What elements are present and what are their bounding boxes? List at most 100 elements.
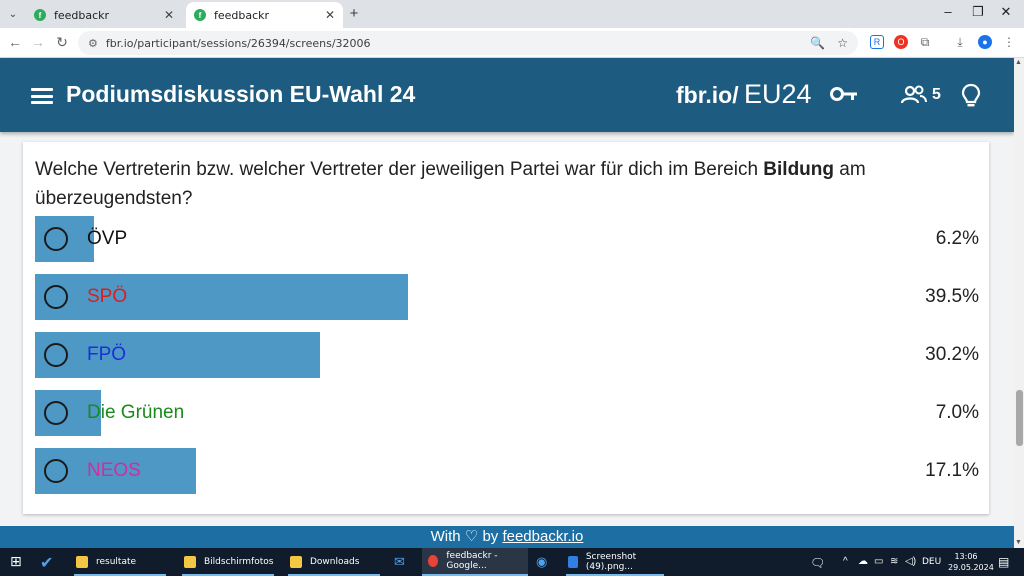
question-text-part: Welche Vertreterin bzw. welcher Vertrete… — [35, 159, 764, 180]
tab-search-chevron-icon[interactable]: ⌄ — [8, 8, 18, 20]
radio-button[interactable] — [44, 285, 68, 309]
taskbar-item[interactable]: Screenshot (49).png... — [562, 548, 668, 576]
answer-option[interactable]: FPÖ 30.2% — [35, 332, 979, 378]
language-indicator[interactable]: DEU — [922, 557, 942, 567]
option-label: Die Grünen — [87, 402, 185, 423]
radio-button[interactable] — [44, 227, 68, 251]
browser-tab[interactable]: f feedbackr ✕ — [26, 2, 182, 28]
taskbar-item-label: Screenshot (49).png... — [585, 552, 637, 572]
radio-button[interactable] — [44, 459, 68, 483]
notification-app-icon[interactable]: 🗨 — [810, 556, 826, 570]
footer-bar: With ♡ by feedbackr.io — [0, 526, 1014, 548]
option-label: NEOS — [87, 460, 141, 481]
scrollbar-thumb[interactable] — [1016, 390, 1023, 446]
zoom-icon[interactable]: 🔍 — [810, 36, 826, 50]
option-percent: 39.5% — [925, 286, 979, 307]
answer-option[interactable]: ÖVP 6.2% — [35, 216, 979, 262]
lightbulb-icon[interactable] — [961, 83, 981, 114]
option-label: FPÖ — [87, 344, 127, 365]
clock-date: 29.05.2024 — [948, 563, 994, 572]
tab-title: feedbackr — [214, 8, 270, 22]
taskbar-item-label: feedbackr - Google... — [446, 551, 498, 571]
clock-time: 13:06 — [954, 552, 978, 561]
question-card: Welche Vertreterin bzw. welcher Vertrete… — [23, 142, 989, 514]
new-tab-button[interactable]: + — [349, 4, 359, 22]
question-keyword: Bildung — [763, 159, 834, 180]
image-viewer-icon — [568, 556, 578, 568]
option-label: SPÖ — [87, 286, 128, 307]
chrome-icon — [428, 555, 439, 567]
answer-option[interactable]: Die Grünen 7.0% — [35, 390, 979, 436]
folder-icon — [290, 556, 302, 568]
feedbackr-favicon-icon: f — [194, 9, 206, 21]
option-percent: 6.2% — [935, 228, 979, 249]
wifi-icon[interactable]: ≋ — [890, 556, 899, 567]
close-window-button[interactable]: ✕ — [1000, 4, 1012, 19]
browser-menu-icon[interactable]: ⋮ — [1003, 35, 1015, 49]
back-arrow-icon[interactable]: ← — [8, 34, 22, 50]
answer-option[interactable]: SPÖ 39.5% — [35, 274, 979, 320]
tab-close-icon[interactable]: ✕ — [163, 8, 174, 22]
edge-icon[interactable]: ◉ — [536, 554, 548, 570]
forward-arrow-icon[interactable]: → — [31, 34, 45, 50]
option-percent: 7.0% — [935, 402, 979, 423]
taskbar-item[interactable]: Downloads — [284, 548, 384, 576]
reload-icon[interactable]: ↻ — [56, 34, 68, 50]
taskbar-running-indicator — [182, 574, 274, 576]
footer-by: by — [482, 528, 499, 545]
puzzle-extensions-icon[interactable]: ⧉ — [920, 34, 930, 49]
participants-icon — [900, 85, 928, 110]
taskbar-item[interactable]: Bildschirmfotos — [178, 548, 278, 576]
scroll-down-arrow-icon[interactable]: ▼ — [1015, 539, 1022, 546]
tab-close-icon[interactable]: ✕ — [324, 8, 335, 22]
radio-button[interactable] — [44, 343, 68, 367]
windows-taskbar: ⊞ ✔ resultate Bildschirmfotos Downloads … — [0, 548, 1024, 576]
heart-icon: ♡ — [464, 528, 479, 545]
taskbar-item-label: resultate — [96, 557, 137, 567]
folder-icon — [184, 556, 196, 568]
feedbackr-link[interactable]: feedbackr.io — [502, 528, 584, 545]
profile-avatar-icon[interactable]: ● — [978, 35, 992, 49]
opera-extension-icon[interactable]: O — [894, 35, 908, 49]
tab-title: feedbackr — [54, 8, 110, 22]
session-code: EU24 — [744, 79, 812, 109]
taskbar-running-indicator — [288, 574, 380, 576]
tray-chevron-icon[interactable]: ^ — [843, 556, 848, 567]
site-info-icon[interactable]: ⚙ — [88, 37, 98, 50]
page-scrollbar[interactable] — [1014, 58, 1024, 548]
question-text: Welche Vertreterin bzw. welcher Vertrete… — [35, 155, 915, 213]
browser-tab-active[interactable]: f feedbackr ✕ — [186, 2, 343, 28]
battery-icon[interactable]: ▭ — [874, 556, 884, 567]
footer-prefix: With — [430, 528, 461, 545]
taskbar-item-active[interactable]: feedbackr - Google... — [422, 548, 528, 576]
taskbar-running-indicator — [566, 574, 664, 576]
hamburger-menu-icon[interactable] — [31, 88, 53, 104]
result-bar — [35, 332, 321, 378]
notifications-icon[interactable]: ▤ — [998, 555, 1010, 569]
minimize-button[interactable]: – — [944, 4, 952, 19]
system-clock[interactable]: 13:06 29.05.2024 — [948, 551, 994, 573]
maximize-button[interactable]: ❐ — [972, 4, 984, 19]
key-icon[interactable] — [830, 86, 858, 107]
option-label: ÖVP — [87, 228, 128, 249]
mail-icon[interactable]: ✉ — [394, 554, 405, 570]
taskbar-item[interactable]: resultate — [70, 548, 170, 576]
folder-icon — [76, 556, 88, 568]
answer-option[interactable]: NEOS 17.1% — [35, 448, 979, 494]
radio-button[interactable] — [44, 401, 68, 425]
question-text-part: am überzeugendsten? — [35, 159, 866, 209]
windows-start-icon[interactable]: ⊞ — [10, 554, 22, 570]
address-bar[interactable]: ⚙ fbr.io/participant/sessions/26394/scre… — [78, 31, 858, 55]
todo-app-icon[interactable]: ✔ — [40, 552, 54, 572]
bookmark-star-icon[interactable]: ☆ — [837, 36, 848, 50]
session-title: Podiumsdiskussion EU-Wahl 24 — [66, 81, 416, 107]
onedrive-icon[interactable]: ☁ — [858, 556, 868, 567]
extension-icon[interactable]: R — [870, 35, 884, 49]
url-text[interactable]: fbr.io/participant/sessions/26394/screen… — [105, 36, 371, 50]
scroll-up-arrow-icon[interactable]: ▲ — [1015, 59, 1022, 66]
browser-tab-strip: ⌄ f feedbackr ✕ f feedbackr ✕ + – ❐ ✕ — [0, 0, 1024, 28]
volume-icon[interactable]: ◁) — [905, 556, 917, 567]
taskbar-running-indicator — [74, 574, 166, 576]
download-icon[interactable]: ⤓ — [957, 34, 963, 49]
participants-count: 5 — [932, 86, 941, 103]
